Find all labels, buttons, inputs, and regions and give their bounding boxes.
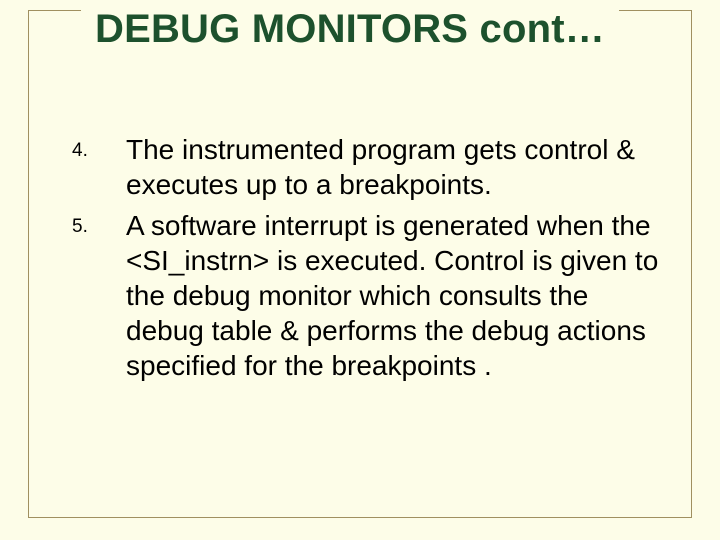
list-item-text: A software interrupt is generated when t… [126, 208, 666, 383]
list-item: A software interrupt is generated when t… [72, 208, 666, 383]
list-item-text: The instrumented program gets control & … [126, 132, 666, 202]
list-item: The instrumented program gets control & … [72, 132, 666, 202]
title-container: DEBUG MONITORS cont… [81, 7, 619, 51]
numbered-list: The instrumented program gets control & … [72, 132, 666, 383]
slide-body: The instrumented program gets control & … [72, 132, 666, 389]
slide-title: DEBUG MONITORS cont… [95, 7, 605, 51]
